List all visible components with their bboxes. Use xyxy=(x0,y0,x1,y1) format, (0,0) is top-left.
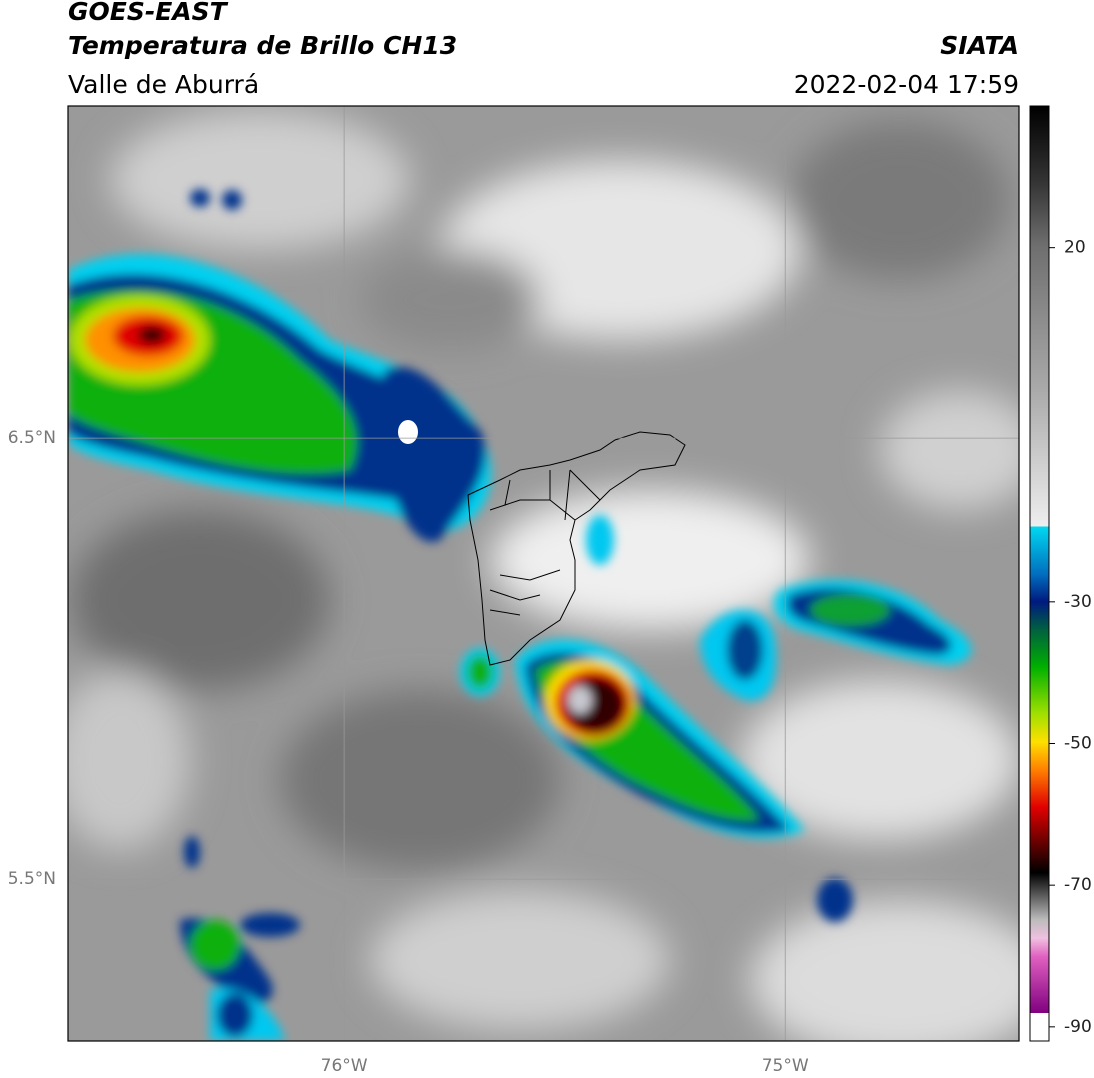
colorbar-tick-label: -90 xyxy=(1064,1017,1092,1037)
boundary xyxy=(467,431,686,666)
x-tick-label: 76°W xyxy=(321,1056,368,1076)
colorbar-tick-label: -30 xyxy=(1064,592,1092,612)
title: GOES-EAST xyxy=(68,0,229,26)
colorbar-tick-label: -70 xyxy=(1064,875,1092,895)
colorbar-tick-label: -50 xyxy=(1064,734,1092,754)
x-tick-label: 75°W xyxy=(762,1056,809,1076)
timestamp: 2022-02-04 17:59 xyxy=(794,70,1019,99)
colorbar-tick-label: 20 xyxy=(1064,238,1086,258)
map-frame xyxy=(67,105,1020,1042)
colorbar xyxy=(1029,105,1050,1042)
region: Valle de Aburrá xyxy=(68,70,259,99)
source: SIATA xyxy=(940,31,1019,60)
y-tick-label: 6.5°N xyxy=(8,428,56,448)
subtitle: Temperatura de Brillo CH13 xyxy=(68,31,457,60)
y-tick-label: 5.5°N xyxy=(8,869,56,889)
imagery xyxy=(68,106,1019,1041)
